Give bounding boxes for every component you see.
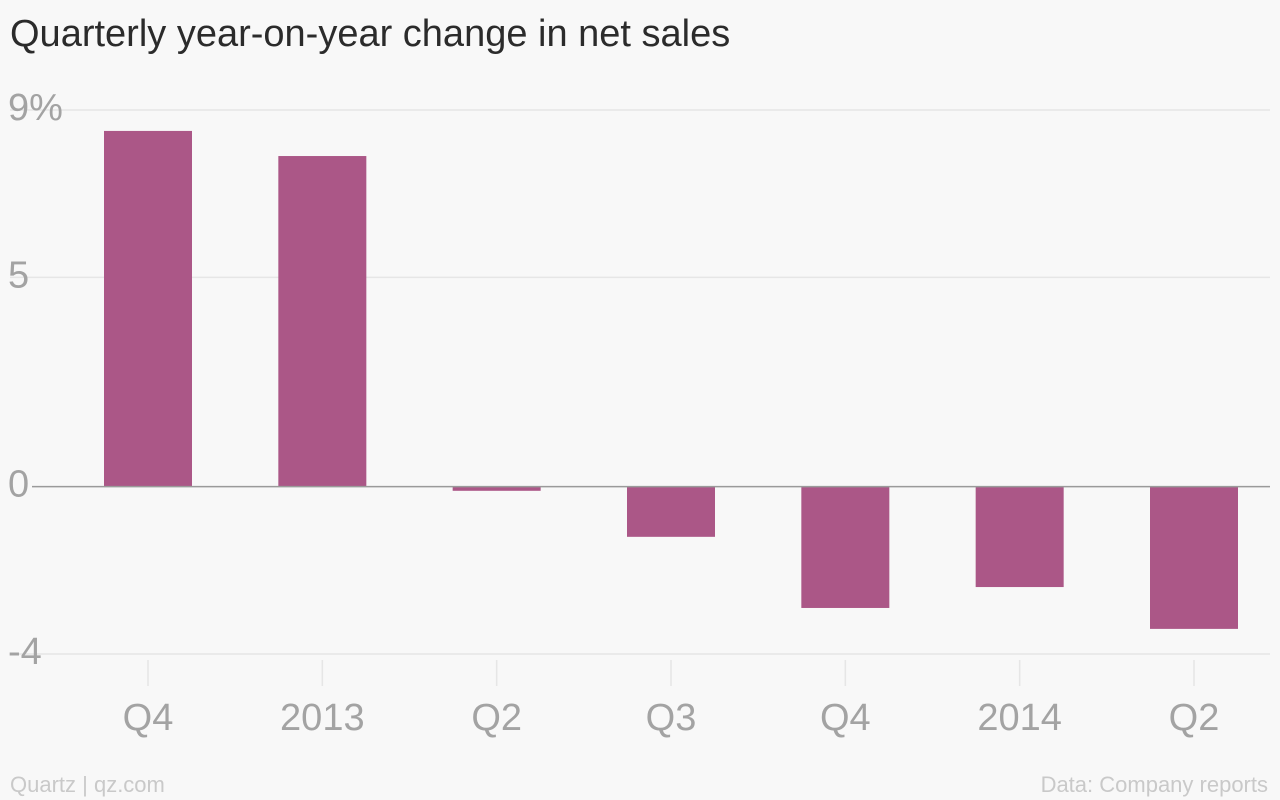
x-tick-label: Q2 [1169,697,1220,739]
x-tick-label: 2013 [280,697,365,739]
y-tick-label: -4 [8,631,42,673]
bar-3 [452,486,541,491]
bars [104,130,1238,629]
y-tick-labels: -4 0 5 9% [8,87,63,673]
chart-title: Quarterly year-on-year change in net sal… [10,13,731,55]
x-tick-label: Q4 [820,697,871,739]
x-tick-label: Q4 [123,697,174,739]
x-tick-marks [147,660,1195,686]
bar-7 [1150,486,1238,629]
x-tick-label: Q3 [646,697,697,739]
x-tick-labels: Q4 2013 Q2 Q3 Q4 2014 Q2 [123,697,1220,739]
x-tick-label: Q2 [471,697,522,739]
grid-layer [10,109,1270,655]
y-tick-label: 5 [8,254,29,296]
credit-text: Quartz | qz.com [10,772,165,797]
bar-6 [975,486,1064,588]
bar-2 [278,156,367,487]
bar-1 [104,130,192,487]
bar-5 [801,486,890,608]
source-text: Data: Company reports [1040,772,1268,797]
x-tick-label: 2014 [977,697,1062,739]
bar-4 [627,486,715,537]
y-tick-label: 0 [8,464,29,506]
y-tick-label: 9% [8,87,63,129]
